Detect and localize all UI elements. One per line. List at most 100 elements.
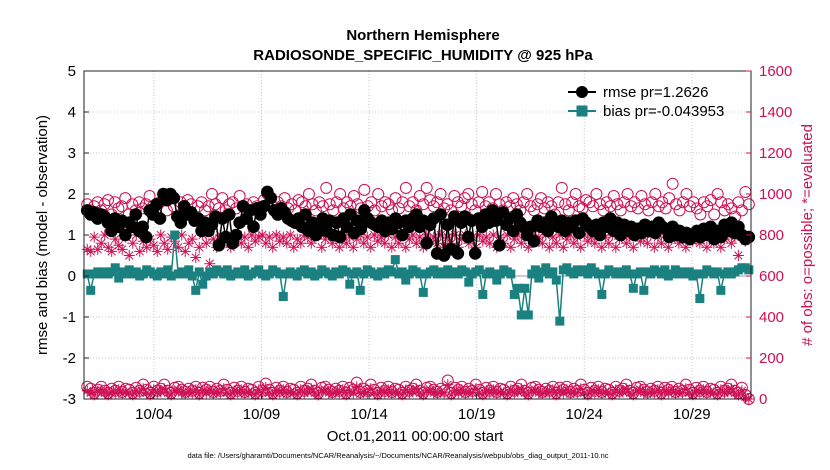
- legend-rmse-label: rmse pr=1.2626: [603, 84, 708, 101]
- right-tick-label: 1000: [759, 186, 792, 203]
- asterisk-stroke: [737, 386, 747, 396]
- asterisk-stroke: [506, 243, 516, 252]
- asterisk-stroke: [408, 230, 417, 240]
- asterisk-stroke: [674, 387, 684, 397]
- data-point: [476, 185, 489, 198]
- data-point: [309, 228, 323, 242]
- data-file-footnote: data file: /Users/gharamti/Documents/NCA…: [187, 451, 608, 460]
- data-point: [106, 245, 118, 257]
- data-point: [418, 287, 428, 297]
- data-point: [275, 269, 285, 279]
- asterisk-stroke: [142, 243, 151, 252]
- data-point: [642, 204, 655, 217]
- data-point: [134, 245, 146, 257]
- data-point: [242, 241, 254, 253]
- data-point: [550, 237, 562, 249]
- data-point: [434, 188, 447, 200]
- asterisk-stroke: [741, 392, 750, 402]
- data-point: [184, 265, 194, 275]
- data-point: [683, 200, 696, 213]
- data-point: [541, 263, 551, 273]
- asterisk-stroke: [261, 238, 270, 248]
- data-point: [520, 283, 530, 293]
- data-point: [190, 384, 202, 396]
- asterisk-stroke: [324, 388, 333, 398]
- asterisk-stroke: [713, 390, 722, 400]
- data-point: [192, 200, 205, 213]
- data-point: [541, 196, 554, 209]
- data-point: [119, 192, 132, 205]
- data-point: [299, 208, 312, 221]
- data-point: [552, 196, 565, 209]
- data-point: [487, 229, 499, 241]
- data-point: [186, 233, 198, 245]
- data-point: [493, 238, 506, 252]
- asterisk-stroke: [331, 387, 340, 397]
- asterisk-stroke: [342, 238, 351, 248]
- data-point: [256, 229, 268, 241]
- right-tick-label: 0: [759, 391, 767, 408]
- data-point: [257, 200, 271, 213]
- data-point: [222, 208, 236, 221]
- asterisk-stroke: [272, 386, 281, 396]
- asterisk-stroke: [286, 230, 295, 240]
- asterisk-stroke: [401, 243, 410, 252]
- data-point: [513, 283, 523, 293]
- data-point: [158, 237, 170, 249]
- data-point: [334, 188, 347, 200]
- asterisk-stroke: [125, 251, 134, 260]
- data-point: [557, 241, 569, 253]
- asterisk-stroke: [338, 385, 347, 394]
- data-point: [742, 230, 756, 244]
- data-point: [141, 241, 153, 253]
- data-point: [517, 196, 530, 209]
- chart-title-line2: RADIOSONDE_SPECIFIC_HUMIDITY @ 925 hPa: [253, 47, 593, 64]
- right-tick-label: 400: [759, 309, 784, 326]
- asterisk-stroke: [657, 238, 666, 248]
- data-point: [527, 234, 541, 248]
- data-point: [465, 198, 478, 211]
- data-point: [150, 197, 163, 211]
- asterisk-stroke: [132, 386, 141, 396]
- data-point: [209, 198, 222, 211]
- data-point: [174, 216, 188, 229]
- data-point: [596, 241, 608, 253]
- asterisk-stroke: [370, 388, 379, 398]
- data-point: [194, 267, 204, 277]
- asterisk-stroke: [520, 388, 530, 398]
- data-point: [102, 194, 115, 207]
- data-point: [212, 238, 226, 252]
- asterisk-stroke: [601, 387, 610, 397]
- asterisk-stroke: [195, 243, 204, 252]
- asterisk-stroke: [90, 232, 99, 242]
- data-point: [204, 258, 216, 270]
- data-point: [593, 228, 607, 242]
- data-point: [397, 267, 407, 277]
- left-tick-label: 4: [68, 104, 76, 121]
- data-point: [399, 181, 412, 194]
- asterisk-stroke: [100, 388, 109, 398]
- data-point: [464, 277, 474, 287]
- asterisk-stroke: [265, 388, 274, 398]
- data-point: [621, 188, 634, 200]
- data-point: [597, 204, 610, 217]
- asterisk-stroke: [258, 388, 267, 398]
- data-point: [656, 196, 669, 209]
- data-point: [655, 237, 667, 249]
- data-point: [116, 243, 128, 255]
- data-point: [523, 310, 533, 320]
- data-point: [358, 237, 370, 249]
- data-point: [270, 229, 282, 241]
- data-point: [200, 237, 212, 249]
- data-point: [478, 289, 488, 299]
- data-point: [711, 188, 724, 200]
- data-point: [468, 247, 482, 260]
- right-tick-label: 1600: [759, 63, 792, 80]
- asterisk-stroke: [181, 247, 190, 256]
- data-point: [114, 273, 124, 283]
- legend-rmse-marker: [576, 86, 588, 98]
- data-point: [694, 208, 707, 221]
- asterisk-stroke: [450, 386, 459, 396]
- asterisk-stroke: [160, 238, 169, 248]
- data-point: [199, 204, 212, 217]
